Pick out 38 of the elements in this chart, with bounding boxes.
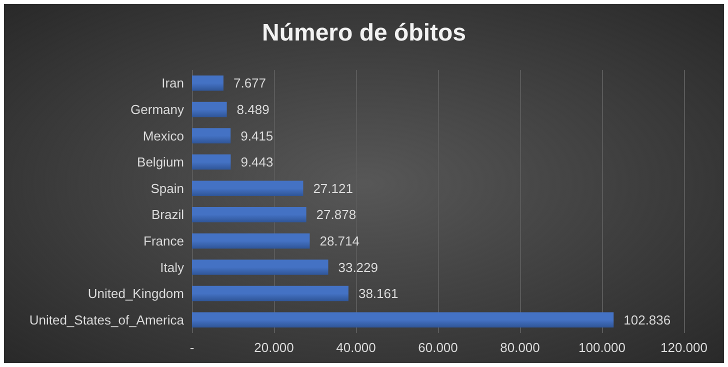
bar (192, 76, 224, 91)
data-label: 38.161 (358, 286, 398, 302)
bar (192, 102, 227, 118)
y-tick-label: Brazil (151, 207, 184, 222)
y-tick-label: United_States_of_America (29, 312, 185, 328)
chart-title: Número de óbitos (262, 20, 466, 46)
y-tick-label: Belgium (137, 154, 184, 170)
y-tick-label: Spain (150, 180, 184, 196)
y-tick-label: United_Kingdom (88, 286, 184, 302)
y-tick-label: France (144, 233, 184, 248)
bar (192, 154, 231, 170)
x-tick-label: 20.000 (254, 340, 294, 355)
data-label: 9.443 (240, 154, 274, 170)
data-label: 33.229 (338, 260, 378, 275)
y-tick-label: Germany (130, 102, 184, 117)
bar (192, 312, 614, 328)
x-tick-label: 60.000 (418, 340, 458, 355)
bar (192, 128, 231, 144)
bar (192, 180, 304, 196)
data-label: 9.415 (240, 128, 274, 144)
bar (192, 207, 306, 222)
bar (192, 260, 328, 275)
data-label: 7.677 (233, 76, 266, 91)
x-tick-label: - (190, 340, 194, 355)
x-tick-label: 80.000 (500, 340, 540, 355)
y-tick-label: Italy (160, 260, 184, 275)
data-label: 102.836 (624, 312, 671, 328)
x-tick-label: 100.000 (578, 340, 626, 355)
data-label: 28.714 (320, 233, 360, 248)
data-label: 8.489 (236, 102, 270, 117)
data-label: 27.121 (313, 180, 353, 196)
y-tick-label: Mexico (142, 128, 184, 144)
data-label: 27.878 (316, 207, 356, 222)
x-tick-label: 40.000 (336, 340, 376, 355)
y-tick-label: Iran (162, 76, 184, 91)
x-tick-label: 120.000 (660, 340, 708, 355)
bar (192, 286, 348, 302)
bar (192, 233, 310, 249)
